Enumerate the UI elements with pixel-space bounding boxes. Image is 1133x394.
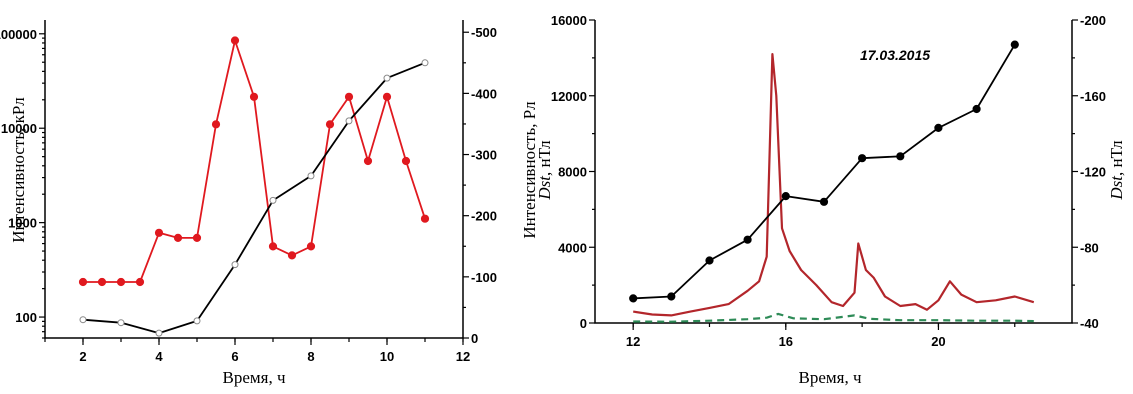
left-chart-series-0-point bbox=[173, 233, 183, 242]
left-chart-series-0-point bbox=[211, 120, 221, 129]
right-chart-ylabel-right: Dst, нТл bbox=[1107, 140, 1126, 201]
left-chart-x-tick-label: 8 bbox=[307, 349, 314, 364]
right-chart-series-2-point bbox=[819, 197, 829, 206]
left-chart-series-1-point bbox=[79, 316, 87, 324]
left-chart-ylabel-right: Dst, нТл bbox=[535, 140, 554, 201]
left-chart-y-left-tick-label: 100 bbox=[15, 310, 37, 325]
right-chart-y-right-tick-label: -120 bbox=[1080, 165, 1106, 180]
right-chart-series-0-line bbox=[633, 52, 1035, 317]
left-chart-y-right-tick-label: -200 bbox=[471, 209, 497, 224]
right-chart-series-2-point bbox=[1010, 40, 1019, 49]
left-chart-series-0-point bbox=[97, 277, 107, 287]
right-chart-ylabel-right-dst: Dst bbox=[1107, 175, 1126, 201]
left-chart-series-0-point bbox=[344, 92, 354, 101]
right-chart-y-right-tick-label: -40 bbox=[1080, 316, 1099, 331]
left-chart-x-tick-label: 10 bbox=[380, 349, 394, 364]
left-chart-series-0-point bbox=[192, 233, 202, 242]
right-chart-y-left-tick-label: 0 bbox=[580, 316, 587, 331]
left-chart-ylabel-right-unit: , нТл bbox=[535, 140, 554, 176]
left-chart-x-tick-label: 4 bbox=[155, 349, 163, 364]
left-chart-series-0-line bbox=[83, 39, 426, 283]
right-chart-date-annotation: 17.03.2015 bbox=[860, 47, 930, 63]
left-chart-series-0-point bbox=[363, 156, 373, 166]
left-chart-series-0-point bbox=[382, 92, 392, 101]
left-chart-series-0-point bbox=[325, 120, 335, 129]
left-chart-series-0-point bbox=[249, 92, 259, 101]
left-chart-series-0-point bbox=[154, 228, 164, 237]
left-chart-x-tick-label: 2 bbox=[79, 349, 86, 364]
left-chart-y-right-tick-label: -500 bbox=[471, 25, 497, 40]
right-chart-series-2-point bbox=[781, 192, 790, 201]
right-chart-series-2-point bbox=[934, 123, 943, 133]
right-chart-xlabel: Время, ч bbox=[798, 368, 861, 387]
left-chart-series-1-point bbox=[269, 196, 277, 204]
left-chart-y-right-tick-label: -400 bbox=[471, 86, 497, 101]
right-chart-series-2-point bbox=[858, 154, 867, 163]
right-chart-x-tick-label: 12 bbox=[626, 334, 640, 349]
left-chart-y-right-tick-label: -300 bbox=[471, 148, 497, 163]
left-chart-xlabel: Время, ч bbox=[222, 368, 285, 387]
right-chart-series-2-point bbox=[972, 104, 981, 114]
left-chart-series-1-point bbox=[155, 329, 163, 337]
left-chart-y-right-tick-label: 0 bbox=[471, 331, 478, 346]
left-chart-y-right-tick-label: -100 bbox=[471, 270, 497, 285]
right-chart: 12 16 20 0 4000 8000 12000 16000 -40 -80 -120 -160 -… bbox=[520, 13, 1126, 387]
right-chart-ylabel-left: Интенсивность, Рл bbox=[520, 101, 539, 239]
left-chart-series-0-point bbox=[116, 277, 126, 287]
left-chart-series-0-point bbox=[135, 277, 145, 287]
left-chart-series-0-point bbox=[78, 277, 88, 287]
right-chart-y-left-tick-label: 4000 bbox=[558, 240, 587, 255]
left-chart-series bbox=[78, 36, 430, 337]
right-chart-y-left-tick-label: 8000 bbox=[558, 165, 587, 180]
left-chart-series-1-point bbox=[193, 317, 201, 325]
left-chart-y-left-tick-label: 1000 bbox=[8, 216, 37, 231]
left-chart-x-tick-label: 6 bbox=[231, 349, 238, 364]
left-chart-series-0-point bbox=[306, 242, 316, 251]
left-chart-x-tick-label: 12 bbox=[456, 349, 470, 364]
left-chart-series-1-point bbox=[421, 59, 429, 67]
right-chart-ticks: 12 16 20 0 4000 8000 12000 16000 -40 -80 -120 -160 -… bbox=[551, 13, 1106, 349]
right-chart-series-1-line bbox=[633, 312, 1034, 323]
right-chart-x-tick-label: 16 bbox=[779, 334, 793, 349]
left-chart-series-1-point bbox=[345, 117, 353, 125]
right-chart-series-2-point bbox=[743, 235, 752, 244]
left-chart-ylabel-right-dst: Dst bbox=[535, 175, 554, 201]
left-chart-series-0-point bbox=[287, 251, 297, 260]
right-chart-ylabel-right-unit: , нТл bbox=[1107, 140, 1126, 176]
right-chart-y-right-tick-label: -200 bbox=[1080, 13, 1106, 28]
left-chart-ylabel-left: Интенсивность, кРл bbox=[9, 97, 28, 243]
right-chart-y-left-tick-label: 12000 bbox=[551, 89, 587, 104]
right-chart-y-right-tick-label: -160 bbox=[1080, 89, 1106, 104]
right-chart-series-2-line bbox=[633, 44, 1016, 300]
left-chart-series-0-point bbox=[401, 156, 411, 166]
left-chart-series-1-point bbox=[231, 261, 239, 269]
left-chart-series-0-point bbox=[268, 242, 278, 251]
right-chart-y-right-tick-label: -80 bbox=[1080, 240, 1099, 255]
left-chart-series-0-point bbox=[420, 214, 430, 223]
left-chart-y-left-tick-label: 10000 bbox=[1, 121, 37, 136]
right-chart-y-left-tick-label: 16000 bbox=[551, 13, 587, 28]
right-chart-x-tick-label: 20 bbox=[931, 334, 945, 349]
right-chart-series-2-point bbox=[896, 152, 905, 161]
right-chart-series-2-point bbox=[705, 256, 714, 265]
right-chart-series bbox=[629, 40, 1035, 323]
left-chart-series-1-point bbox=[117, 319, 125, 327]
right-chart-series-2-point bbox=[629, 294, 638, 303]
left-chart-series-1-point bbox=[307, 172, 315, 180]
left-chart-series-0-point bbox=[230, 36, 240, 45]
right-chart-series-2-point bbox=[667, 292, 676, 301]
left-chart-series-1-line bbox=[82, 61, 426, 335]
left-chart-series-1-point bbox=[383, 74, 391, 82]
right-chart-frame bbox=[594, 20, 1073, 324]
left-chart-frame bbox=[44, 20, 464, 339]
